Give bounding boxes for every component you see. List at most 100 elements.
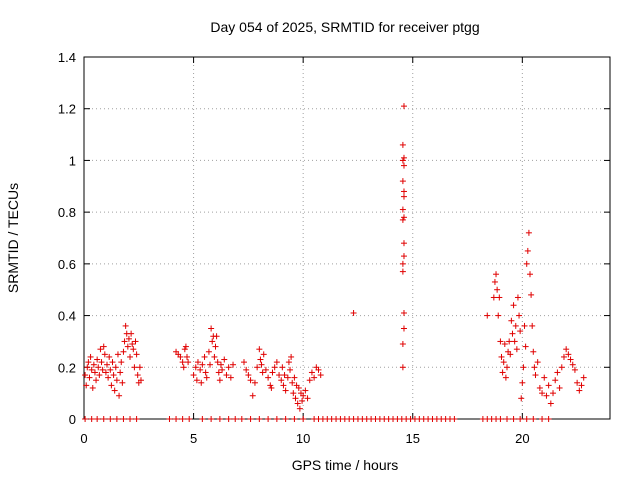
data-point	[84, 364, 91, 371]
y-tick-label: 1.2	[58, 102, 76, 117]
data-point	[556, 384, 563, 391]
data-point	[296, 405, 303, 412]
data-point	[569, 361, 576, 368]
data-point	[497, 416, 504, 422]
data-point	[99, 366, 106, 373]
data-point	[503, 416, 510, 422]
data-point	[518, 395, 525, 402]
data-point	[545, 416, 552, 422]
data-point	[541, 374, 548, 381]
data-point	[400, 154, 407, 161]
y-tick-label: 0.2	[58, 360, 76, 375]
data-point	[193, 377, 200, 384]
data-point	[86, 374, 93, 381]
data-point	[181, 346, 188, 353]
data-point	[282, 387, 289, 394]
data-point	[287, 366, 294, 373]
data-point	[514, 294, 521, 301]
data-point	[491, 278, 498, 285]
data-point	[300, 392, 307, 399]
data-point	[530, 348, 537, 355]
data-point	[400, 188, 407, 195]
data-point	[105, 374, 112, 381]
data-point	[484, 312, 491, 319]
data-point	[247, 377, 254, 384]
data-point	[107, 416, 114, 422]
data-point	[490, 294, 497, 301]
data-point	[101, 351, 108, 358]
data-point	[97, 346, 104, 353]
data-point	[506, 338, 513, 345]
data-point	[400, 162, 407, 169]
data-point	[350, 309, 357, 316]
data-point	[90, 361, 97, 368]
data-point	[225, 416, 232, 422]
data-point	[88, 366, 95, 373]
data-point	[285, 359, 292, 366]
data-point	[311, 374, 318, 381]
data-point	[260, 351, 267, 358]
data-point	[112, 364, 119, 371]
data-point	[94, 416, 101, 422]
grid-lines	[84, 57, 610, 419]
data-point	[215, 369, 222, 376]
data-point	[93, 377, 100, 384]
data-point	[177, 353, 184, 360]
data-point	[299, 397, 306, 404]
data-point	[205, 348, 212, 355]
data-point	[212, 343, 219, 350]
data-point	[111, 387, 118, 394]
data-point	[219, 366, 226, 373]
data-point	[121, 338, 128, 345]
data-point	[199, 361, 206, 368]
data-point	[501, 341, 508, 348]
y-tick-label: 0.4	[58, 309, 76, 324]
data-point	[519, 379, 526, 386]
data-point	[247, 416, 254, 422]
data-point	[500, 359, 507, 366]
data-point	[268, 384, 275, 391]
data-point	[221, 356, 228, 363]
data-point	[166, 416, 173, 422]
data-point	[451, 416, 458, 422]
data-point	[254, 364, 261, 371]
data-point	[399, 341, 406, 348]
data-point	[399, 141, 406, 148]
data-point	[207, 361, 214, 368]
data-point	[269, 369, 276, 376]
data-point	[265, 416, 272, 422]
y-tick-label: 0	[69, 412, 76, 427]
data-point	[217, 361, 224, 368]
data-point	[125, 335, 132, 342]
data-points	[82, 103, 587, 422]
data-point	[110, 372, 117, 379]
data-point	[82, 416, 89, 422]
data-point	[550, 390, 557, 397]
data-point	[137, 377, 144, 384]
data-point	[400, 240, 407, 247]
data-point	[180, 364, 187, 371]
data-point	[509, 330, 516, 337]
data-point	[536, 384, 543, 391]
data-point	[185, 359, 192, 366]
data-point	[507, 351, 514, 358]
y-axis-label: SRMTID / TECUs	[5, 183, 21, 293]
data-point	[238, 416, 245, 422]
data-point	[400, 193, 407, 200]
data-point	[132, 338, 139, 345]
data-point	[91, 369, 98, 376]
data-point	[510, 302, 517, 309]
data-point	[495, 312, 502, 319]
y-tick-label: 0.6	[58, 257, 76, 272]
data-point	[523, 416, 530, 422]
data-point	[128, 330, 135, 337]
data-point	[502, 374, 509, 381]
data-point	[400, 214, 407, 221]
data-point	[95, 364, 102, 371]
data-point	[107, 366, 114, 373]
data-point	[531, 364, 538, 371]
data-point	[130, 346, 137, 353]
data-point	[227, 374, 234, 381]
data-point	[129, 341, 136, 348]
data-point	[88, 416, 95, 422]
